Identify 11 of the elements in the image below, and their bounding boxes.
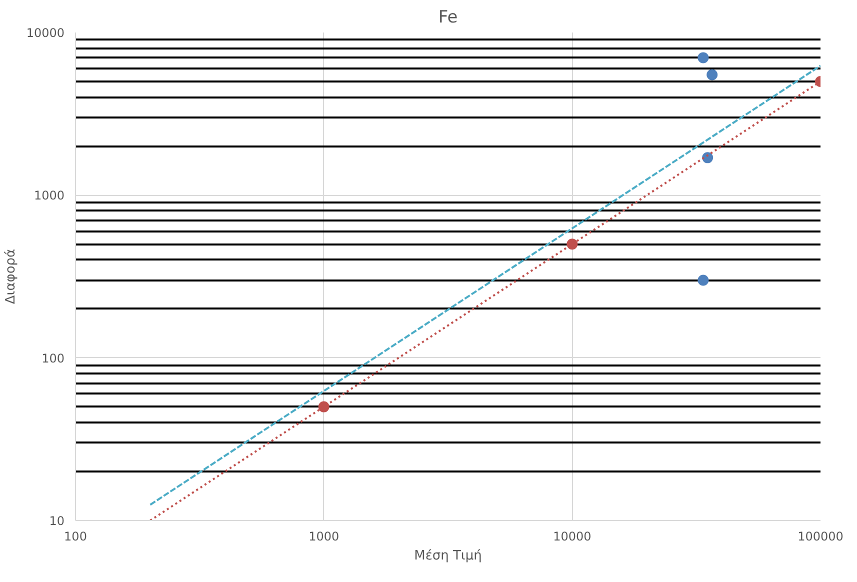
x-tick-label: 100000 <box>798 530 844 544</box>
y-tick-label: 100 <box>42 351 64 366</box>
y-tick-label: 10 <box>49 514 65 528</box>
x-axis-title: Μέση Τιμή <box>414 548 482 564</box>
chart-title: Fe <box>438 8 458 28</box>
y-tick-label: 1000 <box>34 188 65 203</box>
x-tick-label: 100 <box>64 530 87 544</box>
x-tick-label: 10000 <box>553 530 592 544</box>
y-tick-label: 10000 <box>26 26 65 40</box>
x-tick-label: 1000 <box>308 530 340 544</box>
y-axis-title: Διαφορά <box>3 248 18 304</box>
